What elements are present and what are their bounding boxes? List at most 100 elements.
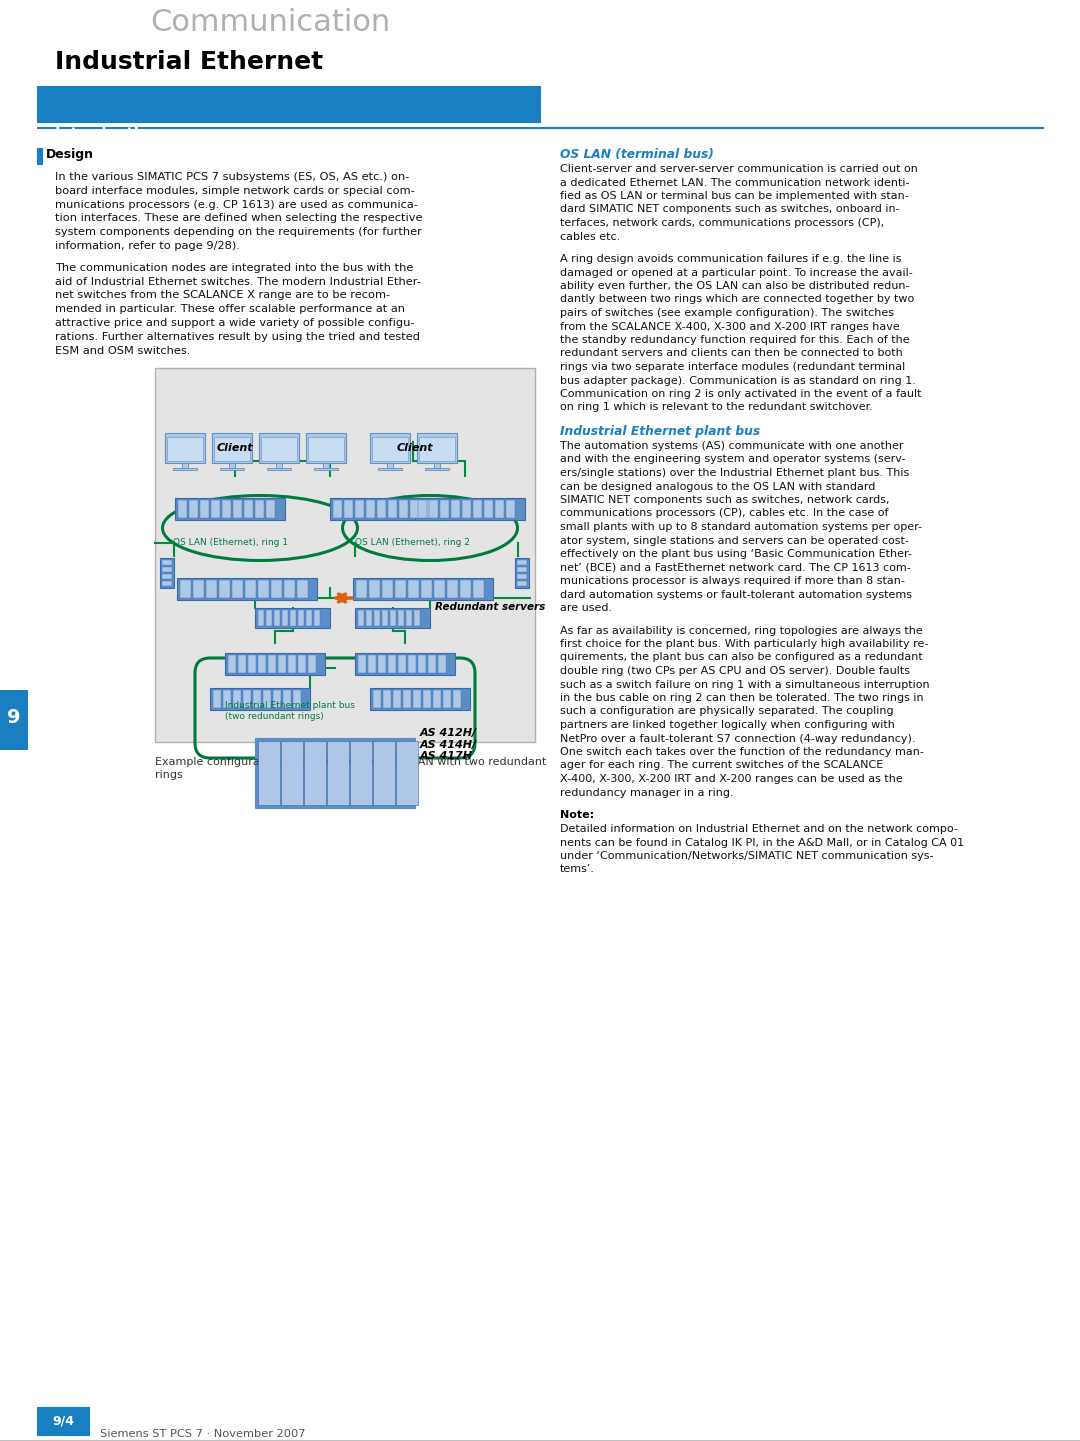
Bar xyxy=(200,500,210,517)
Bar xyxy=(333,500,342,517)
Bar xyxy=(253,690,261,708)
Bar xyxy=(229,463,235,468)
Bar xyxy=(228,656,237,673)
Bar xyxy=(306,432,346,463)
Bar xyxy=(266,610,272,625)
Text: a dedicated Ethernet LAN. The communication network identi-: a dedicated Ethernet LAN. The communicat… xyxy=(561,177,909,187)
Bar xyxy=(355,500,364,517)
Text: redundant servers and clients can then be connected to both: redundant servers and clients can then b… xyxy=(561,349,903,359)
Bar xyxy=(282,610,288,625)
Text: munications processors (e.g. CP 1613) are used as communica-: munications processors (e.g. CP 1613) ar… xyxy=(55,200,418,209)
Bar xyxy=(258,656,266,673)
Text: effectively on the plant bus using ‘Basic Communication Ether-: effectively on the plant bus using ‘Basi… xyxy=(561,549,912,559)
Bar xyxy=(211,500,220,517)
Bar xyxy=(382,610,388,625)
Bar xyxy=(281,741,303,806)
Text: nents can be found in Catalog IK PI, in the A&D Mall, or in Catalog CA 01: nents can be found in Catalog IK PI, in … xyxy=(561,837,964,847)
Bar xyxy=(258,579,269,598)
Text: rations. Further alternatives result by using the tried and tested: rations. Further alternatives result by … xyxy=(55,331,420,342)
Bar xyxy=(225,653,325,674)
Bar xyxy=(259,432,299,463)
Bar xyxy=(429,500,438,517)
Bar xyxy=(255,500,264,517)
Text: and with the engineering system and operator systems (serv-: and with the engineering system and oper… xyxy=(561,454,906,464)
Bar xyxy=(438,656,446,673)
Bar xyxy=(298,656,306,673)
Bar xyxy=(355,653,455,674)
Bar xyxy=(369,579,380,598)
Bar xyxy=(372,437,408,461)
Bar xyxy=(206,579,217,598)
Bar xyxy=(410,500,419,517)
Text: (two redundant rings): (two redundant rings) xyxy=(225,712,324,720)
Text: in the bus cable on ring 2 can then be tolerated. The two rings in: in the bus cable on ring 2 can then be t… xyxy=(561,693,923,703)
Text: cables etc.: cables etc. xyxy=(561,232,620,242)
Text: first choice for the plant bus. With particularly high availability re-: first choice for the plant bus. With par… xyxy=(561,638,929,648)
Text: Industrial Ethernet plant bus: Industrial Ethernet plant bus xyxy=(561,425,760,438)
Bar xyxy=(370,687,470,710)
Bar xyxy=(162,566,172,572)
Text: net’ (BCE) and a FastEthernet network card. The CP 1613 com-: net’ (BCE) and a FastEthernet network ca… xyxy=(561,562,910,572)
Bar xyxy=(308,656,316,673)
Text: dard SIMATIC NET components such as switches, onboard in-: dard SIMATIC NET components such as swit… xyxy=(561,205,900,215)
Bar xyxy=(314,610,320,625)
Bar xyxy=(273,690,281,708)
Bar xyxy=(183,463,188,468)
Bar xyxy=(283,690,291,708)
Bar xyxy=(37,148,42,164)
Bar xyxy=(306,610,312,625)
Text: Detailed information on Industrial Ethernet and on the network compo-: Detailed information on Industrial Ether… xyxy=(561,824,958,834)
Bar xyxy=(156,367,535,742)
Bar xyxy=(355,608,430,628)
Text: dantly between two rings which are connected together by two: dantly between two rings which are conne… xyxy=(561,294,915,304)
Text: pairs of switches (see example configuration). The switches: pairs of switches (see example configura… xyxy=(561,308,894,318)
Bar xyxy=(388,500,397,517)
Bar xyxy=(210,687,310,710)
Text: on ring 1 which is relevant to the redundant switchover.: on ring 1 which is relevant to the redun… xyxy=(561,402,873,412)
Bar xyxy=(374,610,380,625)
Text: OS LAN (Ethernet), ring 2: OS LAN (Ethernet), ring 2 xyxy=(355,537,470,548)
Bar xyxy=(177,578,318,599)
Bar xyxy=(258,610,264,625)
Bar xyxy=(453,690,461,708)
Bar xyxy=(473,500,482,517)
Text: Industrial Ethernet: Industrial Ethernet xyxy=(55,50,323,73)
Bar xyxy=(233,500,242,517)
Bar xyxy=(291,610,296,625)
Bar xyxy=(366,500,375,517)
Text: board interface modules, simple network cards or special com-: board interface modules, simple network … xyxy=(55,186,415,196)
Text: Client: Client xyxy=(217,442,254,452)
Bar xyxy=(245,579,256,598)
Text: ers/single stations) over the Industrial Ethernet plant bus. This: ers/single stations) over the Industrial… xyxy=(561,468,909,478)
Text: tems’.: tems’. xyxy=(561,865,595,875)
Bar xyxy=(293,690,301,708)
Bar xyxy=(238,656,246,673)
Bar xyxy=(232,579,243,598)
Text: communications processors (CP), cables etc. In the case of: communications processors (CP), cables e… xyxy=(561,509,889,519)
Text: rings: rings xyxy=(156,769,183,780)
Bar xyxy=(37,86,540,122)
Text: OS LAN (Ethernet), ring 1: OS LAN (Ethernet), ring 1 xyxy=(173,537,288,548)
Bar xyxy=(515,558,529,588)
Text: can be designed analogous to the OS LAN with standard: can be designed analogous to the OS LAN … xyxy=(561,481,876,491)
Bar xyxy=(396,741,418,806)
Bar xyxy=(373,741,395,806)
Bar xyxy=(460,579,471,598)
Bar xyxy=(243,690,251,708)
Text: Communication: Communication xyxy=(150,9,390,37)
Bar xyxy=(233,690,241,708)
Text: bus adapter package). Communication is as standard on ring 1.: bus adapter package). Communication is a… xyxy=(561,376,916,386)
Bar xyxy=(178,500,187,517)
Bar xyxy=(175,499,285,520)
Bar xyxy=(399,500,408,517)
Bar xyxy=(517,566,527,572)
Text: X-400, X-300, X-200 IRT and X-200 ranges can be used as the: X-400, X-300, X-200 IRT and X-200 ranges… xyxy=(561,774,903,784)
Bar xyxy=(298,610,303,625)
Text: Note:: Note: xyxy=(561,810,594,820)
Bar xyxy=(353,578,492,599)
Bar xyxy=(495,500,504,517)
Text: terfaces, network cards, communications processors (CP),: terfaces, network cards, communications … xyxy=(561,218,885,228)
Bar xyxy=(330,499,440,520)
Bar xyxy=(189,500,198,517)
Text: 9/4: 9/4 xyxy=(52,1415,75,1428)
